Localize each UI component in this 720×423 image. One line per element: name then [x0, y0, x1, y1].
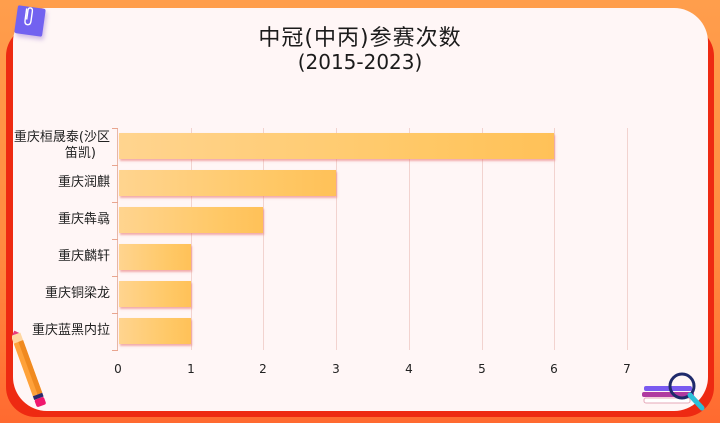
y-label-line: 重庆润麒	[57, 175, 110, 190]
x-tick-label: 2	[259, 362, 267, 376]
bar[interactable]	[119, 318, 191, 344]
gridline	[409, 128, 410, 350]
y-category-label: 重庆犇骉	[0, 212, 110, 228]
chart-title: 中冠(中丙)参赛次数	[258, 26, 462, 51]
gridline	[263, 128, 264, 350]
bar[interactable]	[119, 170, 336, 196]
y-category-label: 重庆铜梁龙	[0, 286, 110, 302]
bar[interactable]	[119, 133, 554, 159]
x-tick-label: 5	[478, 362, 486, 376]
x-tick-label: 1	[187, 362, 195, 376]
y-tick	[112, 202, 118, 203]
y-category-label: 重庆麟轩	[0, 249, 110, 265]
x-tick-label: 4	[405, 362, 413, 376]
gridline	[627, 128, 628, 350]
bar[interactable]	[119, 244, 191, 270]
y-category-label: 重庆桓晟泰(沙区 笛凯)	[0, 130, 110, 162]
bar[interactable]	[119, 281, 191, 307]
gridline	[482, 128, 483, 350]
y-label-line: 重庆犇骉	[57, 212, 110, 227]
x-tick-label: 6	[550, 362, 558, 376]
x-tick-label: 3	[332, 362, 340, 376]
y-label-line: 重庆桓晟泰(沙区	[13, 130, 110, 145]
x-tick-label: 7	[623, 362, 631, 376]
y-tick	[112, 128, 118, 129]
y-tick	[112, 239, 118, 240]
chart-subtitle: (2015-2023)	[297, 50, 423, 74]
y-tick	[112, 276, 118, 277]
books-magnifier-icon	[642, 372, 705, 411]
y-label-line: 重庆麟轩	[57, 249, 110, 264]
y-category-label: 重庆蓝黑内拉	[0, 323, 110, 339]
y-category-label: 重庆润麒	[0, 175, 110, 191]
x-tick-label: 0	[114, 362, 122, 376]
y-label-line: 重庆蓝黑内拉	[31, 323, 110, 338]
y-tick	[112, 165, 118, 166]
gridline	[336, 128, 337, 350]
y-label-line: 笛凯)	[64, 146, 96, 161]
gridline	[191, 128, 192, 350]
y-label-line: 重庆铜梁龙	[44, 286, 110, 301]
y-tick	[112, 313, 118, 314]
paperclip-note-icon	[14, 5, 46, 37]
gridline	[554, 128, 555, 350]
y-tick	[112, 350, 118, 351]
bar[interactable]	[119, 207, 263, 233]
pencil-icon	[12, 330, 46, 407]
